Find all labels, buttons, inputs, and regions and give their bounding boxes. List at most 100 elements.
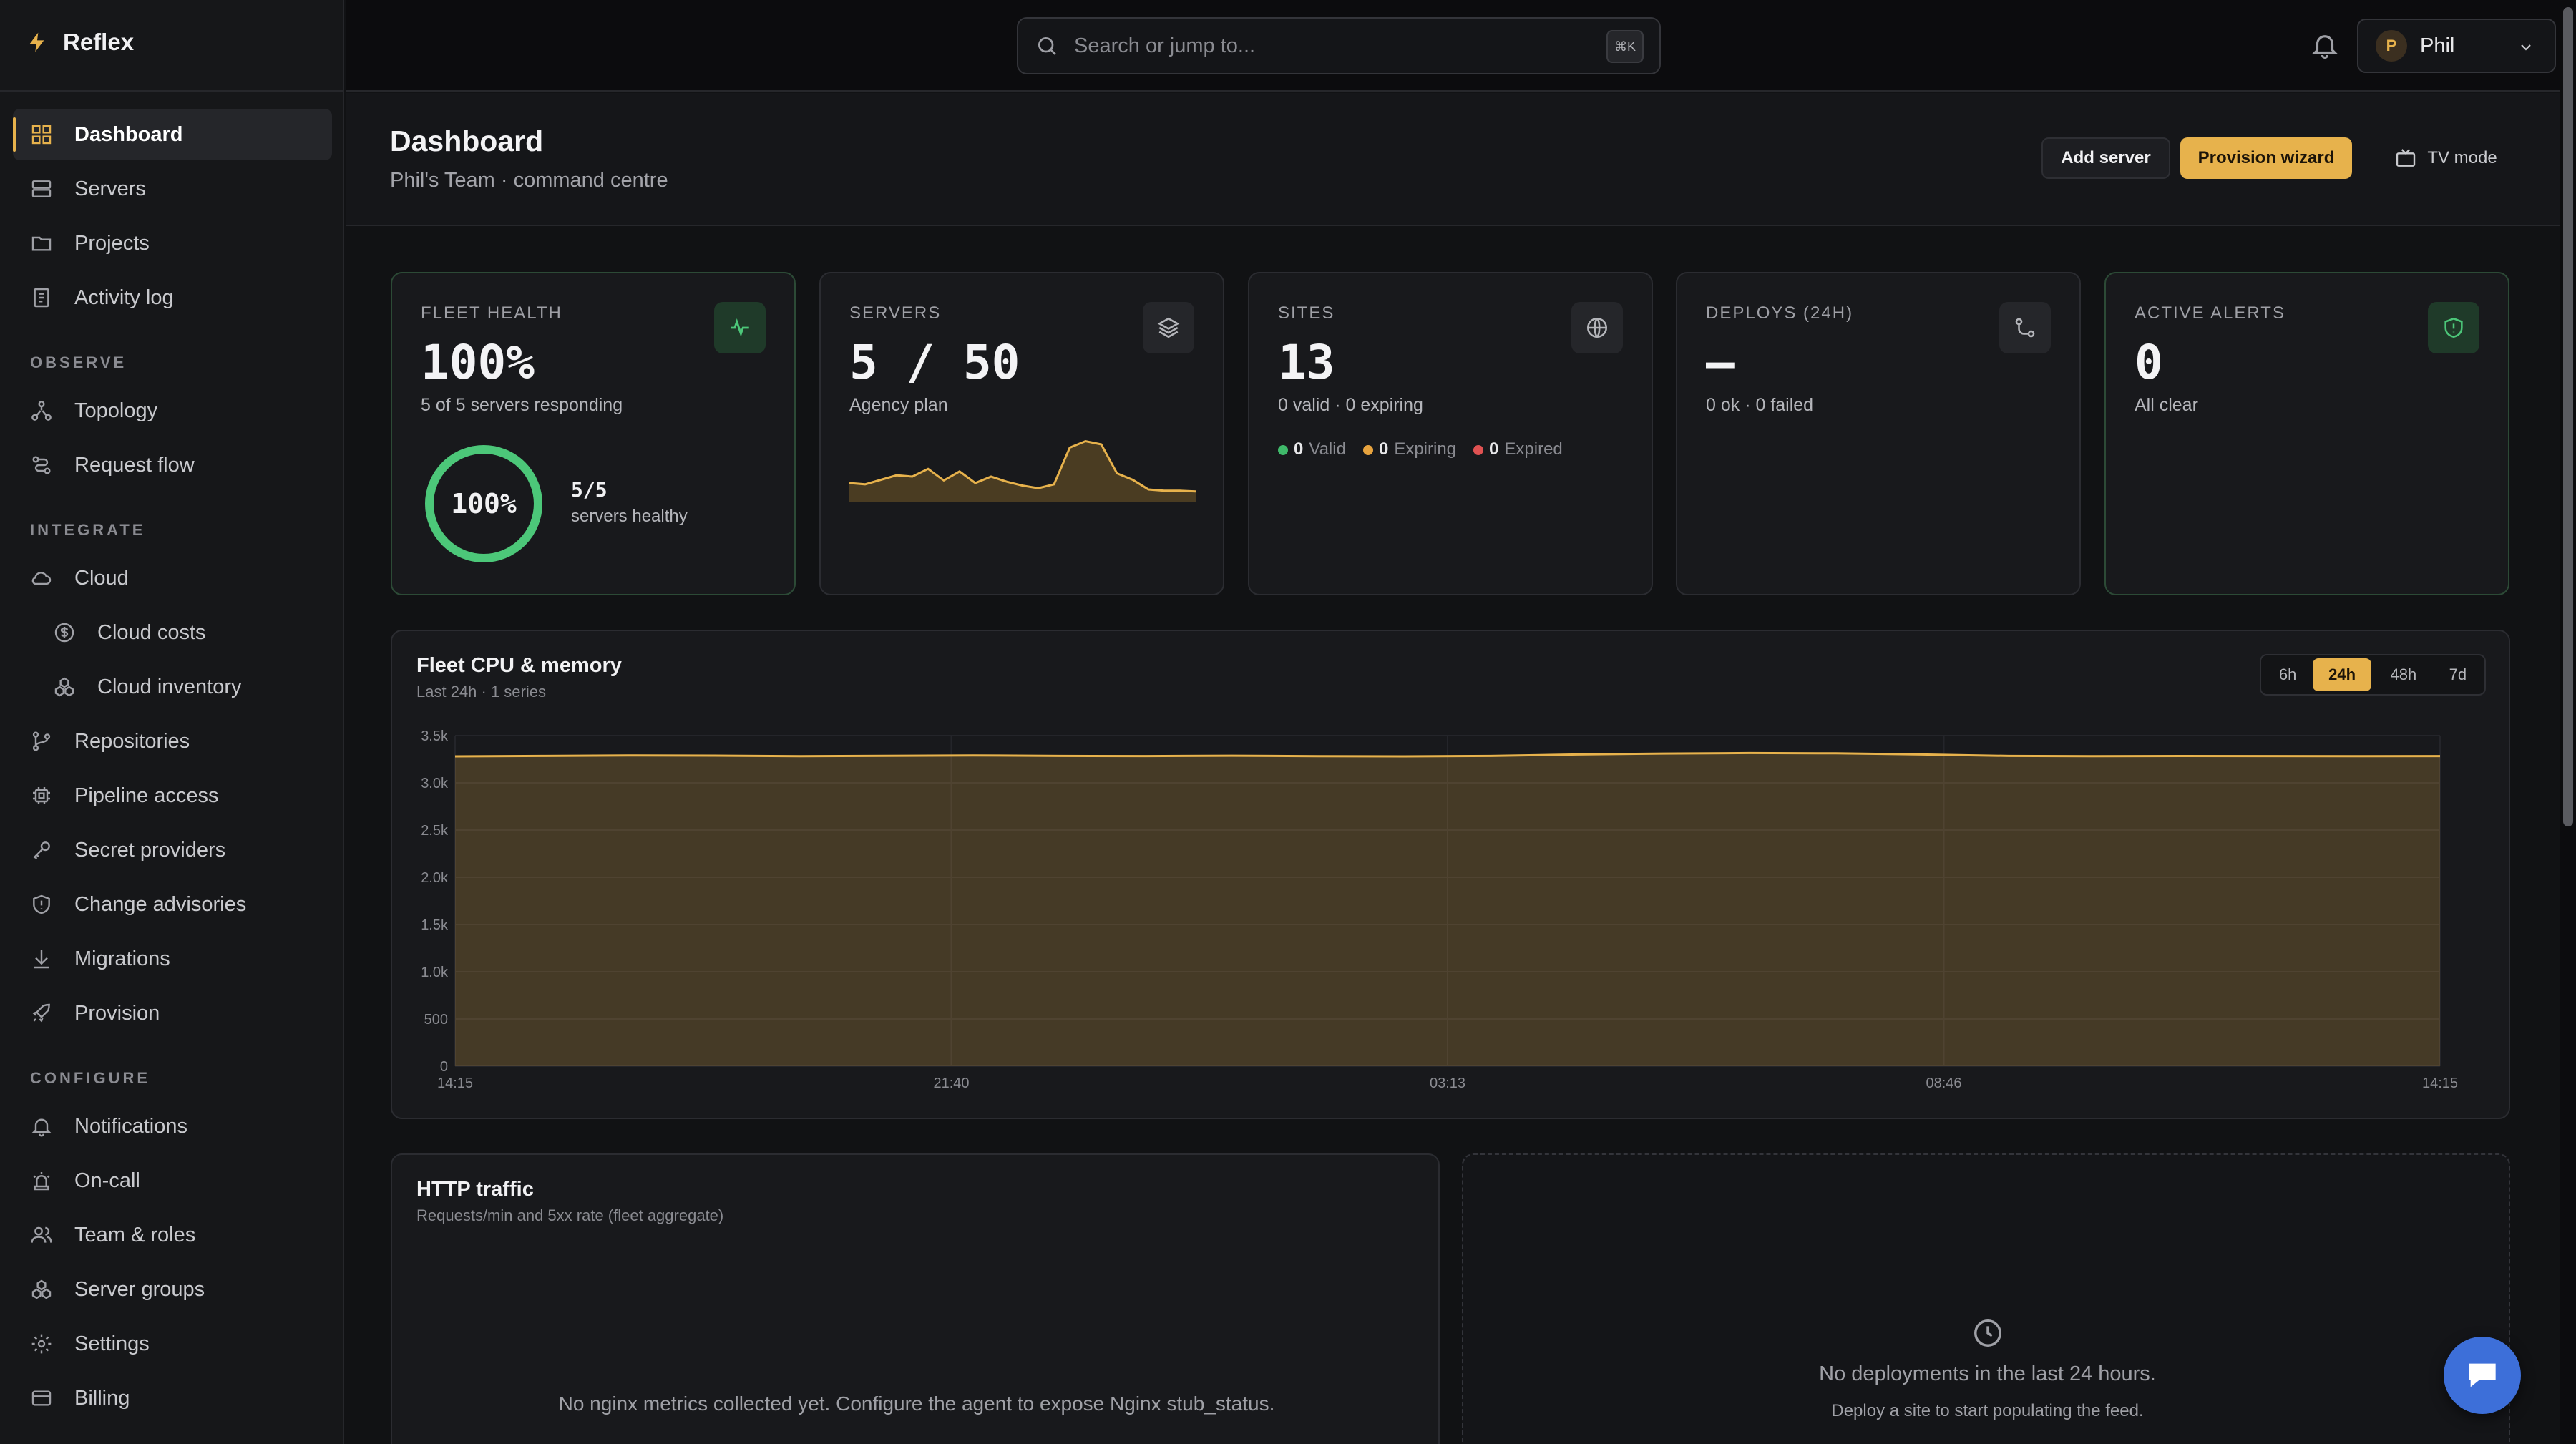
globe-icon [1586,317,1608,338]
legend-count: 0 [1294,439,1304,459]
sidebar-item-dashboard[interactable]: Dashboard [13,109,332,160]
chat-launcher-button[interactable] [2444,1337,2521,1414]
sidebar-item-provision[interactable]: Provision [13,987,332,1039]
ring-value: 100% [451,488,517,519]
legend-label: Expiring [1394,439,1457,459]
tv-mode-label: TV mode [2427,148,2497,167]
shield-alert-icon [2444,317,2463,338]
sidebar-item-change-advisories[interactable]: Change advisories [13,879,332,930]
x-tick-label: 14:15 [2422,1075,2458,1091]
card-label: SERVERS [849,303,942,323]
sites-card: SITES 13 0 valid · 0 expiring 0 Valid 0 Ex… [1248,272,1653,595]
sidebar-item-repositories[interactable]: Repositories [13,716,332,767]
provision-wizard-button[interactable]: Provision wizard [2180,137,2352,179]
range-7d-button[interactable]: 7d [2449,665,2467,683]
grid-icon [31,125,52,145]
search-icon [1038,37,1056,55]
y-tick-label: 3.5k [421,728,449,744]
user-menu-button[interactable]: P Phil [2357,19,2556,73]
sidebar-item-label: Secret providers [74,838,226,862]
card-sub: All clear [2135,395,2198,415]
chip-icon [33,787,50,804]
sidebar-item-label: Request flow [74,453,195,477]
deploy-route-icon [2015,318,2035,338]
card-value: — [1706,335,1735,390]
sidebar-item-label: Cloud [74,566,129,590]
sidebar-item-cloud-costs[interactable]: Cloud costs [13,607,332,658]
key-icon [33,841,50,859]
brand[interactable]: Reflex [26,26,134,59]
fleet-chart-panel: Fleet CPU & memory Last 24h · 1 series 6… [391,630,2510,1119]
sidebar-item-cloud[interactable]: Cloud [13,552,332,604]
topology-icon [31,401,52,421]
healthy-count: 5/5 [571,478,608,502]
range-6h-button[interactable]: 6h [2278,665,2297,683]
panel-title: Fleet CPU & memory [416,654,622,677]
range-24h-button[interactable]: 24h [2313,658,2371,691]
range-selector: 6h 24h 48h 7d [2260,654,2486,696]
y-tick-label: 1.5k [421,917,449,933]
legend-dot [1278,444,1288,455]
app-name: Reflex [63,29,135,55]
log-icon [34,288,49,308]
sidebar-item-on-call[interactable]: On-call [13,1155,332,1206]
tv-mode-button[interactable]: TV mode [2381,137,2510,179]
sidebar-item-team-roles[interactable]: Team & roles [13,1209,332,1261]
page-title: Dashboard [390,125,544,157]
sidebar-item-cloud-inventory[interactable]: Cloud inventory [13,661,332,713]
gear-icon [31,1334,52,1354]
sidebar-item-server-groups[interactable]: Server groups [13,1264,332,1315]
deploys-card: DEPLOYS (24H) — 0 ok · 0 failed [1676,272,2081,595]
sidebar-item-activity-log[interactable]: Activity log [13,272,332,323]
card-sub: 0 valid · 0 expiring [1278,395,1423,415]
topbar: Search or jump to... ⌘K P Phil [346,0,2564,92]
download-icon [34,950,49,969]
legend-expiring: 0 Expiring [1362,439,1457,459]
sidebar-item-settings[interactable]: Settings [13,1318,332,1370]
add-server-button[interactable]: Add server [2041,137,2170,179]
sidebar-item-topology[interactable]: Topology [13,385,332,436]
x-tick-label: 21:40 [933,1075,969,1091]
scrollbar-thumb[interactable] [2563,7,2573,826]
alerts-card: ACTIVE ALERTS 0 All clear [2104,272,2509,595]
x-tick-label: 03:13 [1430,1075,1465,1091]
layers-icon [1157,317,1180,338]
sidebar-item-migrations[interactable]: Migrations [13,933,332,985]
cloud-icon [31,572,52,585]
legend-dot [1362,444,1373,455]
sidebar-item-label: Servers [74,177,146,200]
shield-alert-icon [33,894,50,914]
card-label: ACTIVE ALERTS [2135,303,2285,323]
git-branch-icon [32,731,51,751]
sidebar-item-servers[interactable]: Servers [13,163,332,215]
sidebar-item-secret-providers[interactable]: Secret providers [13,824,332,876]
flow-icon [32,456,51,474]
user-name: Phil [2420,34,2455,57]
card-label: DEPLOYS (24H) [1706,303,1854,323]
card-sub: Agency plan [849,395,948,415]
search-input[interactable]: Search or jump to... ⌘K [1017,17,1661,74]
series-line [454,751,2441,758]
sidebar-item-projects[interactable]: Projects [13,218,332,269]
card-icon-wrap [1143,302,1194,353]
http-traffic-panel: HTTP traffic Requests/min and 5xx rate (… [391,1153,1440,1444]
sidebar-item-label: Dashboard [74,122,183,146]
range-48h-button[interactable]: 48h [2390,665,2417,683]
sidebar-item-request-flow[interactable]: Request flow [13,439,332,491]
sidebar-item-label: Migrations [74,947,170,970]
http-empty-message: No nginx metrics collected yet. Configur… [558,1392,1275,1415]
section-configure: CONFIGURE [30,1069,150,1087]
sidebar-item-label: Provision [74,1001,160,1025]
deployments-feed-panel: No deployments in the last 24 hours. Dep… [1462,1153,2510,1444]
card-value: 13 [1278,335,1335,390]
sidebar-item-notifications[interactable]: Notifications [13,1101,332,1152]
ssl-legend: 0 Valid 0 Expiring 0 Expired [1278,439,1563,459]
legend-dot [1473,444,1484,455]
bell-icon[interactable] [2310,30,2340,60]
activity-icon [731,318,749,337]
legend-count: 0 [1489,439,1499,459]
sidebar-item-pipeline-access[interactable]: Pipeline access [13,770,332,821]
bolt-icon [29,32,44,52]
y-tick-label: 2.0k [421,870,449,886]
sidebar-item-billing[interactable]: Billing [13,1372,332,1424]
